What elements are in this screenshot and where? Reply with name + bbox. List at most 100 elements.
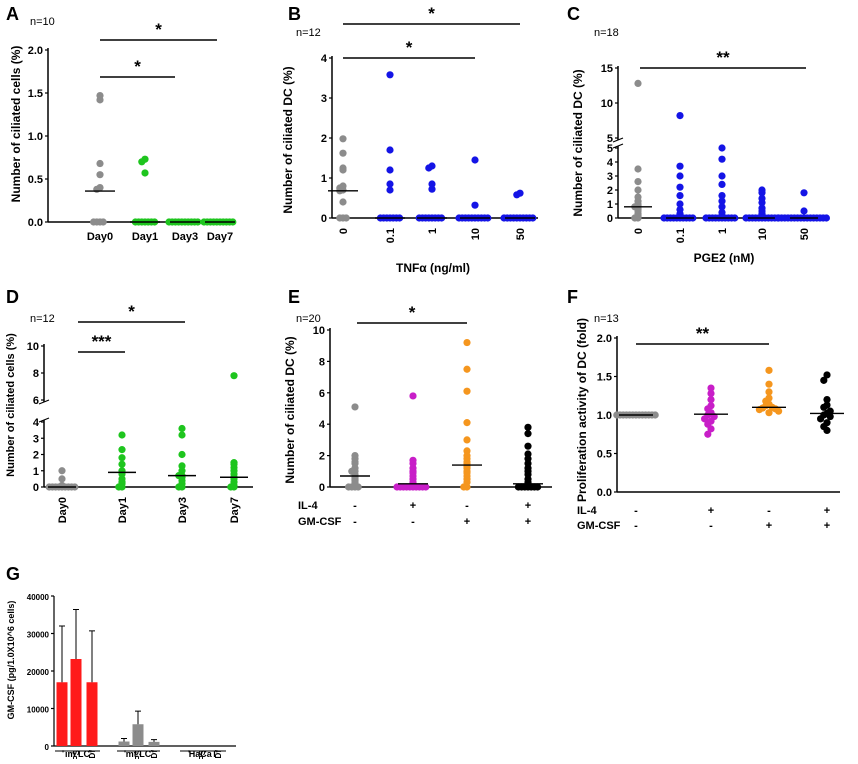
y-axis-label-e: Number of ciliated DC (%) — [283, 336, 297, 483]
axis-break-mark — [38, 399, 50, 405]
data-point — [676, 192, 684, 200]
sig-star: * — [406, 38, 413, 57]
y-tick: 2.0 — [28, 45, 43, 57]
plot-area-g — [53, 596, 236, 752]
data-point — [704, 430, 712, 438]
sig-star: ** — [696, 324, 710, 343]
data-point — [118, 454, 126, 462]
data-point — [96, 171, 104, 179]
panel-b: n=12 Number of ciliated DC (%) TNFα (ng/… — [281, 4, 538, 275]
data-point — [354, 483, 362, 491]
data-point — [351, 403, 359, 411]
sign: + — [464, 516, 470, 528]
y-tick: 6 — [33, 395, 39, 407]
y-tick: 0.5 — [28, 174, 43, 186]
sig-star: *** — [92, 332, 112, 351]
data-point — [758, 189, 766, 197]
x-tick: 0.1 — [675, 228, 687, 243]
data-point — [386, 180, 394, 188]
x-tick: LPS — [134, 749, 143, 759]
data-point — [141, 169, 149, 177]
sign: + — [708, 505, 714, 517]
axis-break-mark — [612, 137, 624, 143]
data-point — [463, 365, 471, 373]
y-tick: 6 — [319, 388, 325, 400]
sign: - — [709, 520, 713, 532]
significance-a: * * — [100, 20, 217, 78]
data-point — [460, 483, 468, 491]
data-point — [676, 162, 684, 170]
sig-star: * — [409, 303, 416, 322]
y-tick: 3 — [33, 433, 39, 445]
panel-c: n=18 Number of ciliated DC (%) PGE2 (nM)… — [571, 27, 831, 265]
sign: + — [766, 520, 772, 532]
panel-e: n=20 Number of ciliated DC (%) 0 2 4 6 8… — [283, 303, 552, 528]
data-point — [178, 431, 186, 439]
condition-table-e: IL-4 GM-CSF - + - + - - + + — [298, 500, 531, 528]
data-point — [463, 419, 471, 427]
group-label: im LC — [65, 749, 91, 759]
data-point — [463, 436, 471, 444]
data-point — [339, 149, 347, 157]
y-tick: 10 — [601, 98, 613, 110]
data-point — [774, 214, 783, 222]
y-tick: 4 — [321, 53, 328, 65]
bar — [86, 682, 98, 746]
sign: + — [410, 500, 416, 512]
data-point — [631, 214, 639, 222]
sign: - — [634, 505, 638, 517]
sig-star: * — [128, 302, 135, 321]
x-tick: Day3 — [177, 497, 189, 523]
axis-break-mark — [612, 143, 624, 149]
y-tick: 2 — [33, 450, 39, 462]
data-point — [339, 166, 347, 174]
data-point — [386, 71, 394, 79]
panel-d: n=12 Number of ciliated cells (%) 0 1 2 … — [5, 302, 253, 523]
data-point — [823, 371, 831, 379]
y-tick: 0 — [33, 482, 39, 494]
y-tick: 0.0 — [28, 217, 43, 229]
data-point — [175, 483, 183, 491]
significance-d: *** * — [78, 302, 185, 353]
bar — [148, 741, 160, 746]
y-tick: 10 — [313, 325, 325, 337]
data-point — [800, 207, 808, 215]
n-label-a: n=10 — [30, 16, 55, 28]
data-point — [200, 218, 208, 226]
data-point — [471, 201, 479, 209]
data-point — [455, 214, 463, 222]
x-tick: Day3 — [172, 231, 198, 243]
data-point — [96, 96, 104, 104]
data-point — [775, 407, 783, 415]
data-point — [800, 189, 808, 197]
y-tick: 10000 — [27, 706, 50, 715]
data-point — [707, 389, 715, 398]
data-point — [822, 214, 831, 222]
row-label: GM-CSF — [298, 516, 342, 528]
data-point — [178, 424, 186, 433]
x-tick: 1 — [717, 228, 729, 234]
data-point — [676, 200, 684, 208]
plot-area-c — [612, 66, 831, 222]
data-point — [463, 338, 471, 347]
data-point — [826, 412, 834, 421]
data-point — [634, 178, 642, 186]
data-point — [634, 165, 642, 173]
panel-letter-a: A — [6, 4, 19, 24]
y-ticks-upper-c: 5 10 15 — [601, 63, 618, 145]
y-tick: 2 — [319, 451, 325, 463]
x-axis-label-b: TNFα (ng/ml) — [396, 261, 470, 275]
x-tick: 0.1 — [385, 228, 397, 243]
panel-letter-c: C — [567, 4, 580, 24]
data-point — [718, 203, 726, 211]
y-tick: 8 — [319, 356, 325, 368]
sign: - — [634, 520, 638, 532]
sign: - — [353, 516, 357, 528]
y-tick: 5 — [607, 133, 613, 145]
data-point — [823, 396, 831, 404]
y-tick: 3 — [607, 171, 613, 183]
x-tick: Day1 — [132, 231, 158, 243]
x-tick: 50 — [515, 228, 527, 240]
y-tick: 0 — [321, 213, 327, 225]
data-point — [138, 158, 146, 166]
